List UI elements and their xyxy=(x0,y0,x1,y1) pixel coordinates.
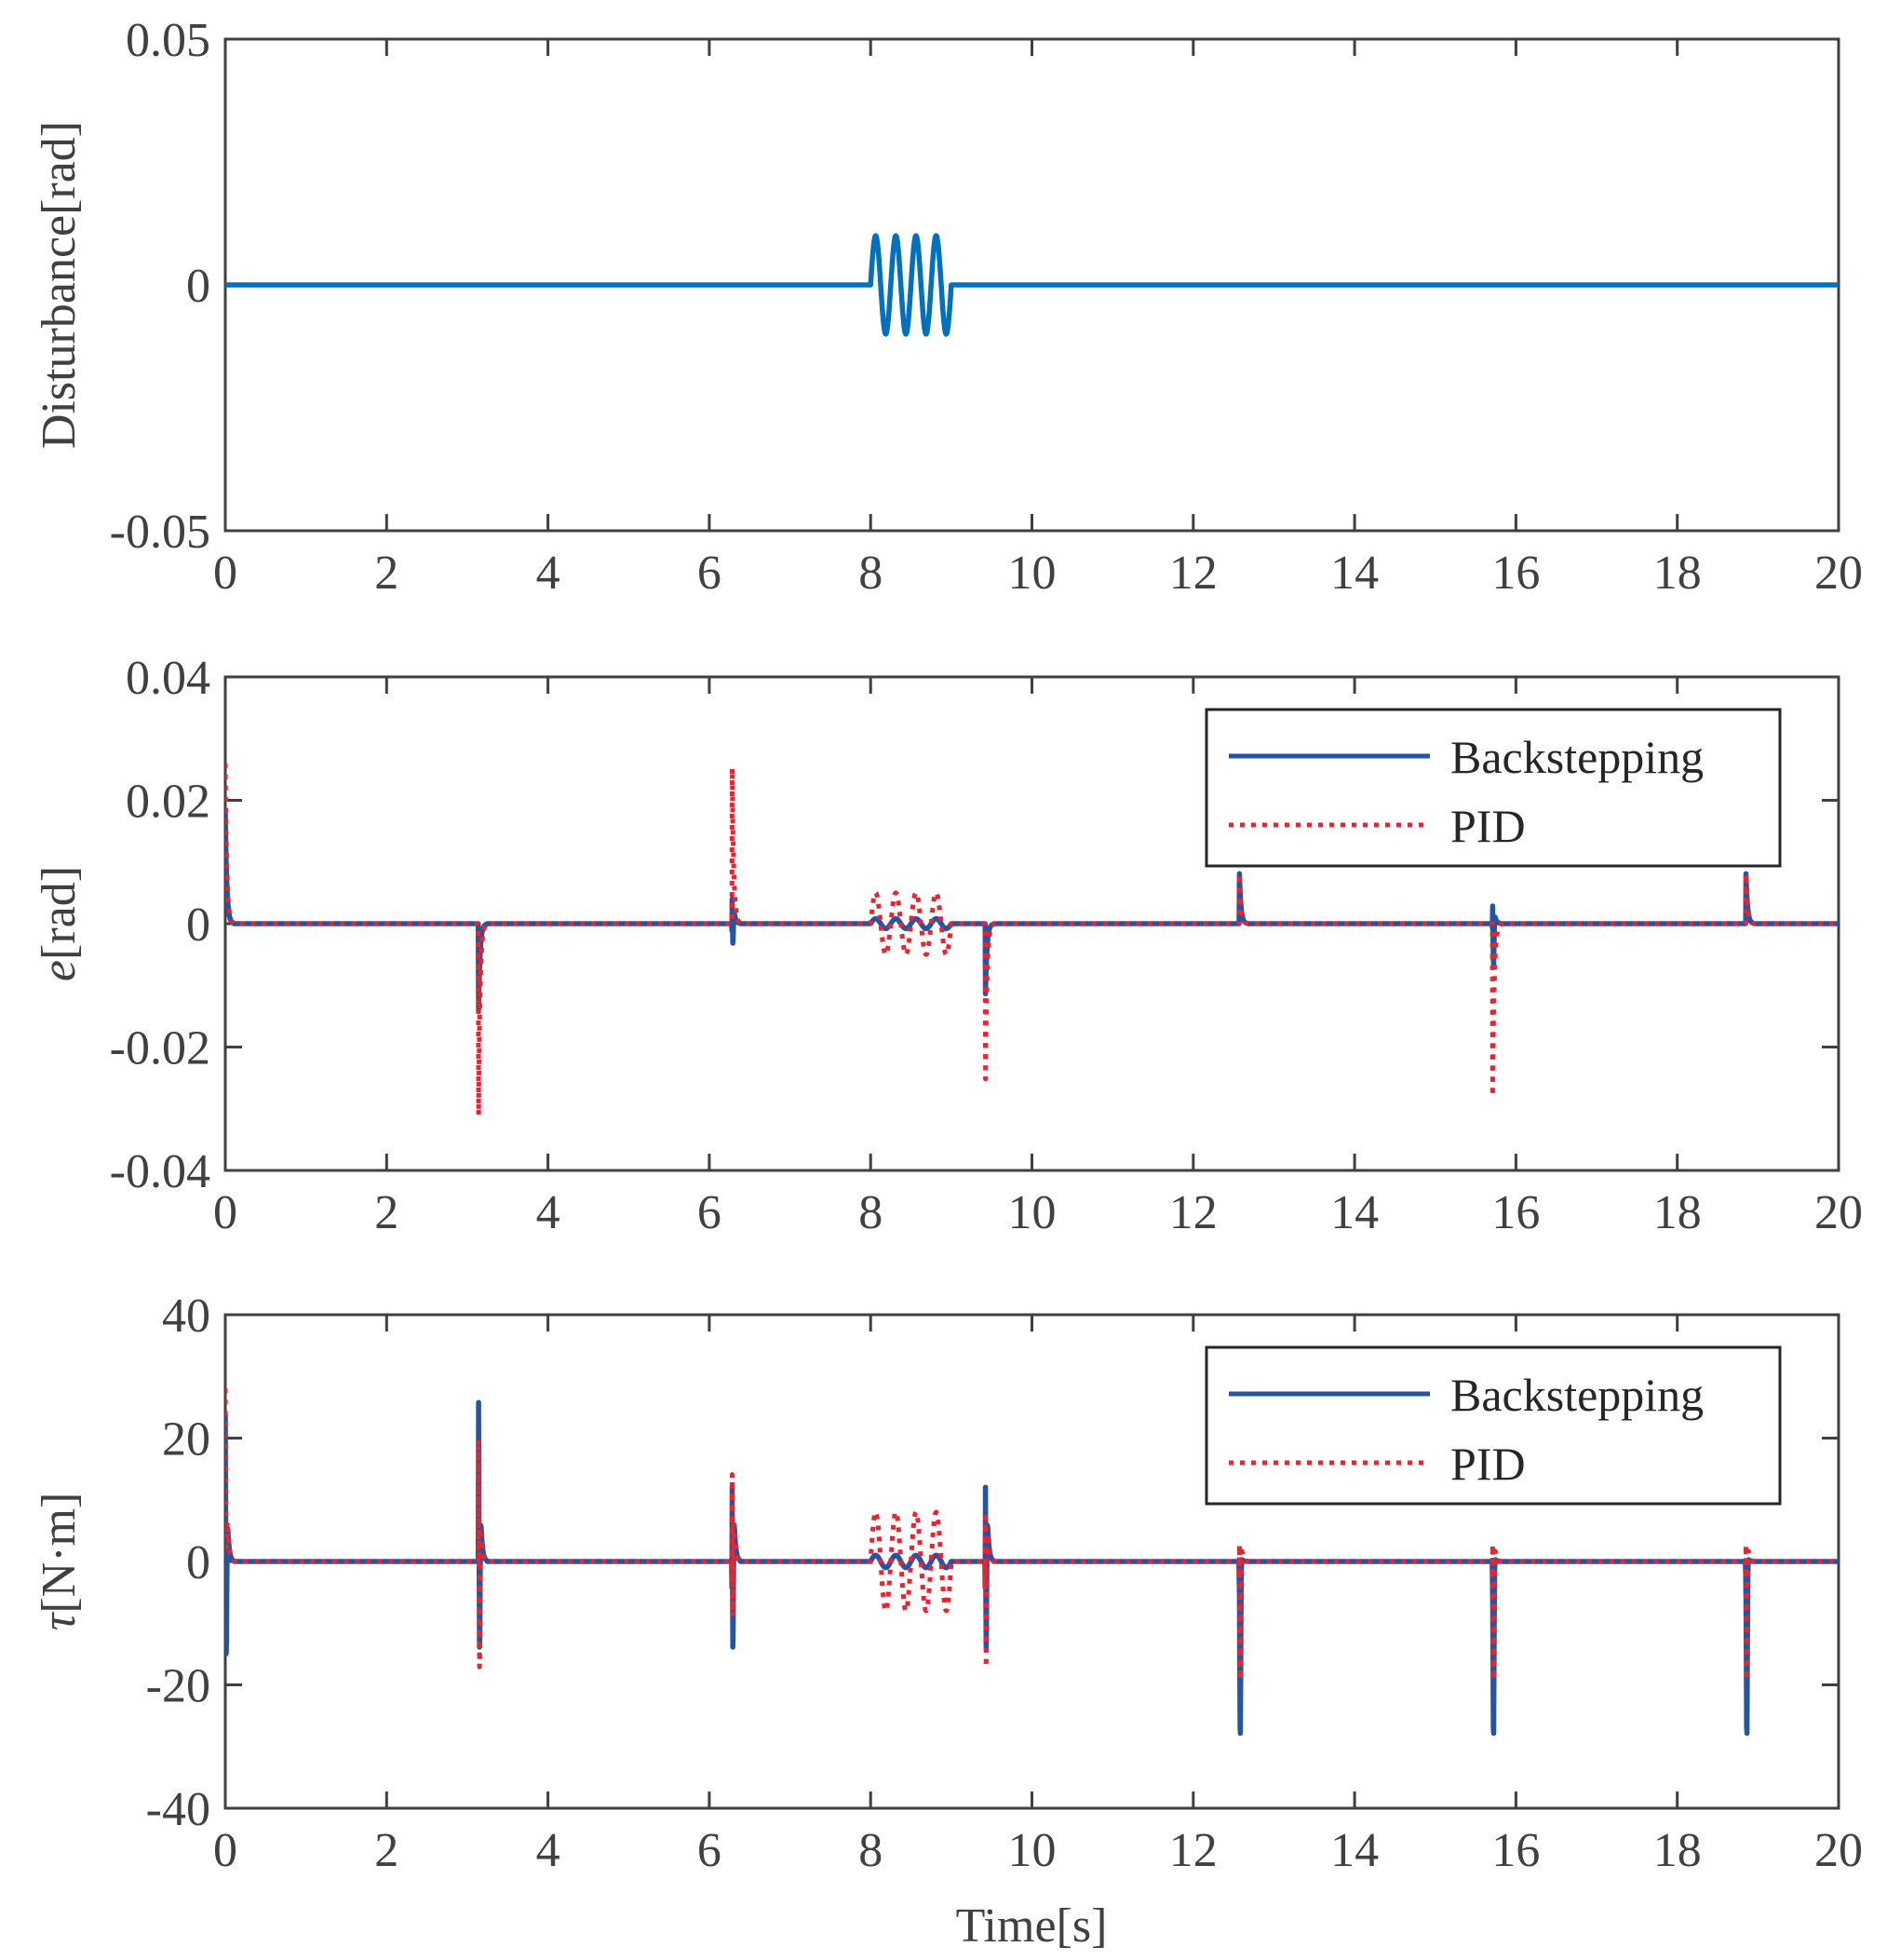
torque-xtick-label: 10 xyxy=(1008,1824,1057,1877)
disturbance-xtick-label: 2 xyxy=(374,547,398,600)
torque-xtick-label: 18 xyxy=(1653,1824,1702,1877)
error-legend-label-pid: PID xyxy=(1450,800,1526,852)
error-xtick-label: 6 xyxy=(697,1186,721,1239)
error-legend-box xyxy=(1205,708,1782,868)
error-xtick-label: 18 xyxy=(1653,1186,1702,1239)
error-xtick-label: 2 xyxy=(374,1186,398,1239)
torque-xtick-label: 20 xyxy=(1814,1824,1863,1877)
disturbance-xtick-label: 6 xyxy=(697,547,721,600)
error-xtick-label: 20 xyxy=(1814,1186,1863,1239)
torque-ylabel-unit: [N·m] xyxy=(33,1493,86,1614)
error-ytick-label: 0 xyxy=(186,899,210,952)
disturbance-ytick-label: 0.05 xyxy=(126,14,210,67)
torque-xtick-label: 8 xyxy=(858,1824,883,1877)
error-ylabel-unit: [rad] xyxy=(33,866,86,960)
torque-ytick-label: 20 xyxy=(162,1413,210,1467)
error-ytick-label: -0.02 xyxy=(110,1022,210,1075)
torque-series-pid xyxy=(225,1388,1839,1683)
disturbance-xtick-label: 20 xyxy=(1814,547,1863,600)
torque-ytick-label: 0 xyxy=(186,1536,210,1589)
disturbance-xtick-label: 4 xyxy=(536,547,560,600)
torque-xtick-label: 4 xyxy=(536,1824,560,1877)
error-xtick-label: 12 xyxy=(1169,1186,1218,1239)
torque-legend-box xyxy=(1205,1345,1782,1506)
disturbance-xtick-label: 18 xyxy=(1653,547,1702,600)
disturbance-xtick-label: 12 xyxy=(1169,547,1218,600)
torque-legend-label-pid: PID xyxy=(1450,1438,1526,1490)
error-legend-label-backstepping: Backstepping xyxy=(1450,731,1704,783)
torque-xtick-label: 12 xyxy=(1169,1824,1218,1877)
torque-ylabel: τ[N·m] xyxy=(33,1493,86,1631)
error-ylabel: e[rad] xyxy=(33,866,86,981)
error-series-pid xyxy=(225,763,1839,1117)
error-xtick-label: 0 xyxy=(213,1186,237,1239)
disturbance-ylabel: Disturbance[rad] xyxy=(33,121,86,449)
error-ytick-label: -0.04 xyxy=(110,1145,210,1198)
disturbance-panel: Disturbance[rad] 0 2 4 6 8 10 12 14 16 18 20-0.050… xyxy=(33,14,1863,600)
torque-xtick-label: 14 xyxy=(1330,1824,1379,1877)
error-panel: e[rad] 0 2 4 6 8 10 12 14 16 18 20 -0.04 -0.02 0 0.02 0… xyxy=(33,652,1863,1239)
disturbance-ytick-label: 0 xyxy=(186,260,210,313)
torque-ytick-label: -20 xyxy=(146,1660,210,1713)
torque-xtick-label: 16 xyxy=(1491,1824,1540,1877)
disturbance-xtick-label: 0 xyxy=(213,547,237,600)
torque-xtick-label: 6 xyxy=(697,1824,721,1877)
error-ytick-label: 0.02 xyxy=(126,776,210,829)
error-ytick-label: 0.04 xyxy=(126,652,210,705)
torque-ytick-label: -40 xyxy=(146,1783,210,1836)
torque-ytick-label: 40 xyxy=(162,1290,210,1343)
disturbance-ytick-label: -0.05 xyxy=(110,506,210,559)
time-xlabel: Time[s] xyxy=(956,1899,1108,1953)
error-xtick-label: 14 xyxy=(1330,1186,1379,1239)
error-ylabel-symbol: e xyxy=(33,960,86,981)
torque-xtick-label: 2 xyxy=(374,1824,398,1877)
error-xtick-label: 8 xyxy=(858,1186,883,1239)
torque-xtick-label: 0 xyxy=(213,1824,237,1877)
disturbance-xtick-label: 8 xyxy=(858,547,883,600)
disturbance-xtick-label: 16 xyxy=(1491,547,1540,600)
torque-ylabel-symbol: τ xyxy=(33,1611,86,1630)
disturbance-xtick-label: 10 xyxy=(1008,547,1057,600)
disturbance-series-disturbance xyxy=(225,233,1839,337)
torque-panel: τ[N·m] Time[s] 0 2 4 6 8 10 12 14 16 18 20 -40 -20 0 2… xyxy=(33,1290,1863,1953)
disturbance-xtick-label: 14 xyxy=(1330,547,1379,600)
torque-legend-label-backstepping: Backstepping xyxy=(1450,1369,1704,1421)
error-xtick-label: 4 xyxy=(536,1186,560,1239)
error-xtick-label: 10 xyxy=(1008,1186,1057,1239)
error-xtick-label: 16 xyxy=(1491,1186,1540,1239)
